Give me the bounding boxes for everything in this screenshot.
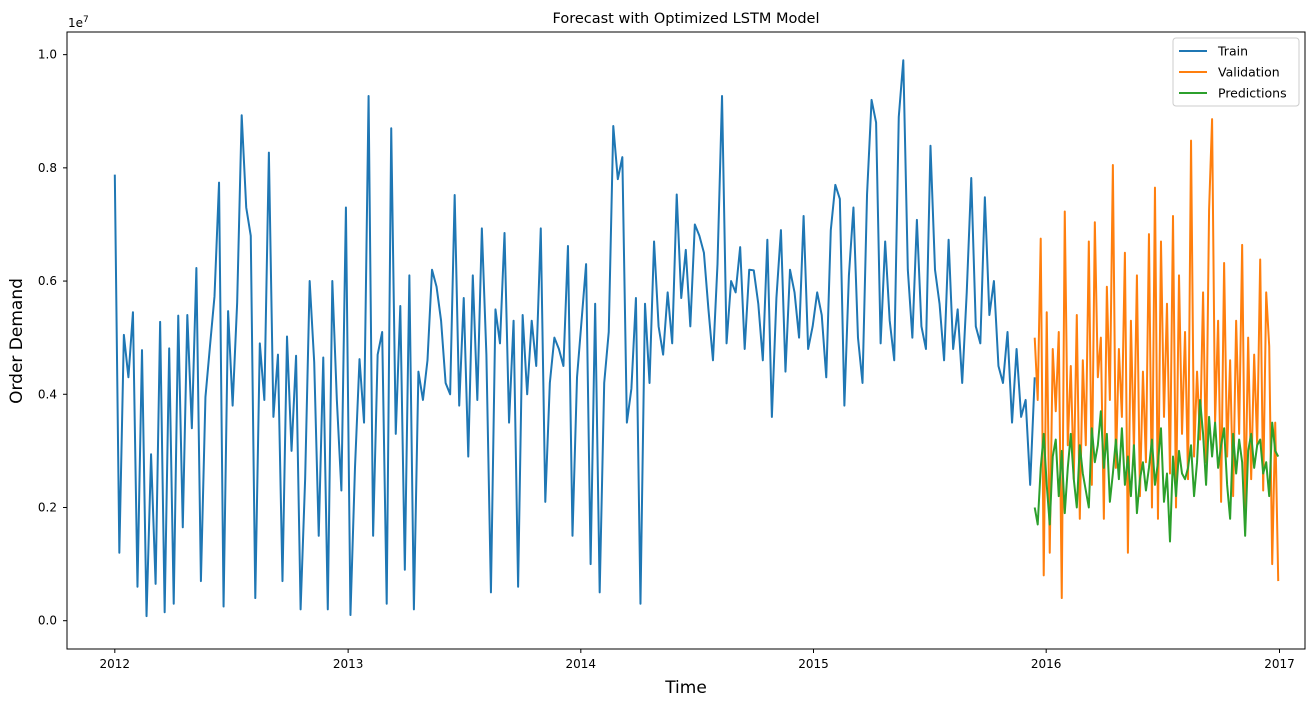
y-axis: 0.0 0.2 0.4 0.6 0.8 1.0	[38, 48, 67, 628]
chart-title: Forecast with Optimized LSTM Model	[553, 11, 820, 27]
x-tick-label: 2015	[798, 657, 829, 671]
x-tick-label: 2012	[100, 657, 131, 671]
y-axis-label: Order Demand	[7, 278, 27, 404]
y-tick-label: 0.4	[38, 387, 57, 401]
legend-label: Train	[1217, 44, 1248, 59]
series-line-train	[113, 59, 1036, 618]
y-tick-label: 1.0	[38, 48, 57, 62]
y-axis-offset-label: 1e7	[68, 15, 89, 30]
y-tick-label: 0.6	[38, 274, 57, 288]
series-line-validation	[1033, 118, 1280, 600]
x-tick-label: 2013	[333, 657, 364, 671]
x-axis: 2012 2013 2014 2015 2016 2017	[100, 649, 1295, 671]
y-tick-label: 0.0	[38, 614, 57, 628]
x-tick-label: 2017	[1264, 657, 1295, 671]
legend: Train Validation Predictions	[1172, 37, 1300, 107]
legend-label: Validation	[1218, 65, 1280, 80]
x-tick-label: 2016	[1031, 657, 1062, 671]
x-axis-label: Time	[664, 678, 707, 698]
legend-label: Predictions	[1218, 86, 1287, 101]
series-line-predictions	[1033, 398, 1280, 543]
x-tick-label: 2014	[566, 657, 597, 671]
plot-frame	[66, 31, 1306, 650]
y-tick-label: 0.8	[38, 161, 57, 175]
y-tick-label: 0.2	[38, 500, 57, 514]
plot-area	[113, 59, 1280, 618]
legend-box	[1172, 37, 1300, 107]
